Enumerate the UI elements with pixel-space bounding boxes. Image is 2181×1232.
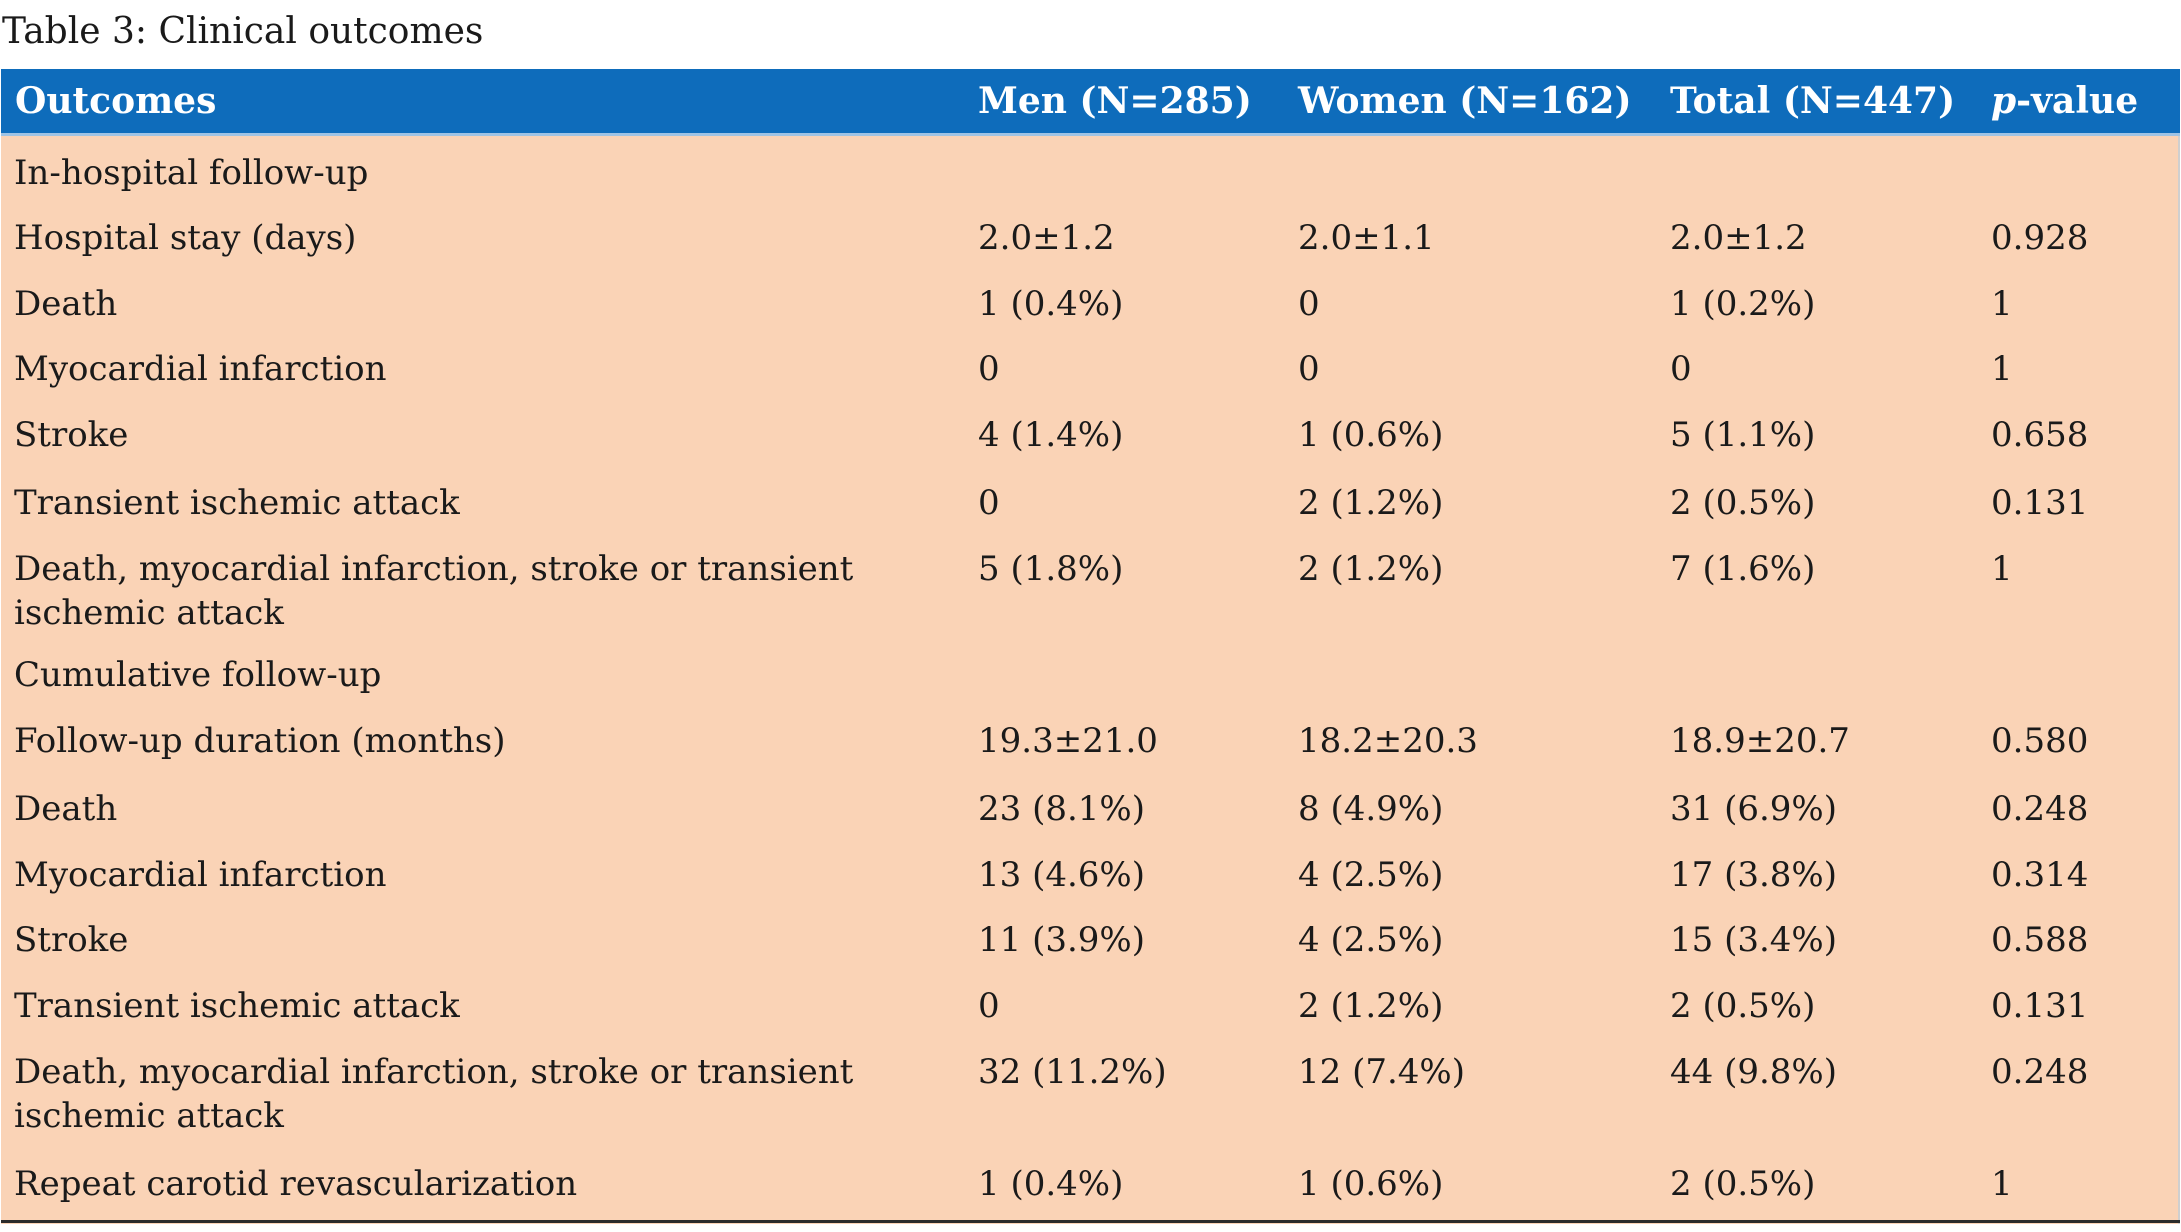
header-men: Men (N=285)	[978, 80, 1252, 122]
row-label: Stroke	[14, 920, 129, 960]
row-label: Death	[14, 789, 118, 829]
cell-p-value: 1	[1991, 549, 2013, 589]
cell-total: 15 (3.4%)	[1670, 920, 1837, 960]
cell-women: 2 (1.2%)	[1298, 549, 1444, 589]
cell-men: 1 (0.4%)	[978, 284, 1124, 324]
cell-total: 2 (0.5%)	[1670, 1164, 1816, 1204]
row-label: In-hospital follow-up	[14, 153, 369, 193]
cell-p-value: 0.314	[1991, 855, 2089, 895]
cell-men: 13 (4.6%)	[978, 855, 1145, 895]
cell-total: 17 (3.8%)	[1670, 855, 1837, 895]
cell-men: 2.0±1.2	[978, 218, 1115, 258]
row-label: Death	[14, 284, 118, 324]
cell-women: 12 (7.4%)	[1298, 1052, 1465, 1092]
cell-p-value: 1	[1991, 284, 2013, 324]
cell-women: 2 (1.2%)	[1298, 483, 1444, 523]
cell-p-value: 0.131	[1991, 986, 2089, 1026]
cell-men: 23 (8.1%)	[978, 789, 1145, 829]
row-label: Death, myocardial infarction, stroke or …	[14, 549, 854, 633]
cell-women: 1 (0.6%)	[1298, 1164, 1444, 1204]
cell-men: 1 (0.4%)	[978, 1164, 1124, 1204]
cell-total: 2 (0.5%)	[1670, 483, 1816, 523]
header-women: Women (N=162)	[1298, 80, 1632, 122]
row-label: Transient ischemic attack	[14, 986, 460, 1026]
cell-men: 4 (1.4%)	[978, 415, 1124, 455]
cell-p-value: 0.588	[1991, 920, 2089, 960]
cell-total: 31 (6.9%)	[1670, 789, 1837, 829]
cell-total: 2 (0.5%)	[1670, 986, 1816, 1026]
cell-p-value: 0.248	[1991, 1052, 2089, 1092]
cell-total: 5 (1.1%)	[1670, 415, 1816, 455]
row-label: Myocardial infarction	[14, 349, 387, 389]
table-header-row: Outcomes Men (N=285) Women (N=162) Total…	[1, 69, 2180, 136]
row-label: Stroke	[14, 415, 129, 455]
cell-women: 4 (2.5%)	[1298, 920, 1444, 960]
cell-men: 0	[978, 483, 1000, 523]
cell-p-value: 0.580	[1991, 721, 2089, 761]
row-label: Repeat carotid revascularization	[14, 1164, 578, 1204]
cell-men: 11 (3.9%)	[978, 920, 1145, 960]
cell-women: 2 (1.2%)	[1298, 986, 1444, 1026]
cell-p-value: 1	[1991, 349, 2013, 389]
row-label: Cumulative follow-up	[14, 655, 382, 695]
table-caption: Table 3: Clinical outcomes	[2, 11, 484, 52]
header-total: Total (N=447)	[1670, 80, 1956, 122]
cell-women: 0	[1298, 284, 1320, 324]
row-label: Death, myocardial infarction, stroke or …	[14, 1052, 854, 1136]
header-p-value: p-value	[1991, 69, 2138, 133]
row-label: Hospital stay (days)	[14, 218, 357, 258]
row-label: Myocardial infarction	[14, 855, 387, 895]
cell-women: 0	[1298, 349, 1320, 389]
cell-p-value: 0.658	[1991, 415, 2089, 455]
header-outcomes: Outcomes	[15, 80, 217, 122]
cell-p-value: 0.928	[1991, 218, 2089, 258]
cell-men: 32 (11.2%)	[978, 1052, 1167, 1092]
cell-total: 2.0±1.2	[1670, 218, 1807, 258]
cell-total: 18.9±20.7	[1670, 721, 1850, 761]
cell-women: 8 (4.9%)	[1298, 789, 1444, 829]
header-p-italic: p	[1991, 80, 2017, 122]
cell-p-value: 1	[1991, 1164, 2013, 1204]
table-bottom-rule	[1, 1220, 2180, 1223]
cell-women: 1 (0.6%)	[1298, 415, 1444, 455]
clinical-outcomes-table: Outcomes Men (N=285) Women (N=162) Total…	[1, 69, 2180, 1224]
cell-women: 4 (2.5%)	[1298, 855, 1444, 895]
row-label: Transient ischemic attack	[14, 483, 460, 523]
header-p-rest: -value	[2016, 80, 2139, 122]
cell-men: 5 (1.8%)	[978, 549, 1124, 589]
cell-women: 18.2±20.3	[1298, 721, 1478, 761]
cell-total: 1 (0.2%)	[1670, 284, 1816, 324]
cell-women: 2.0±1.1	[1298, 218, 1435, 258]
cell-total: 0	[1670, 349, 1692, 389]
cell-p-value: 0.131	[1991, 483, 2089, 523]
row-label: Follow-up duration (months)	[14, 721, 506, 761]
cell-men: 0	[978, 349, 1000, 389]
cell-p-value: 0.248	[1991, 789, 2089, 829]
cell-total: 7 (1.6%)	[1670, 549, 1816, 589]
cell-total: 44 (9.8%)	[1670, 1052, 1837, 1092]
cell-men: 0	[978, 986, 1000, 1026]
cell-men: 19.3±21.0	[978, 721, 1158, 761]
